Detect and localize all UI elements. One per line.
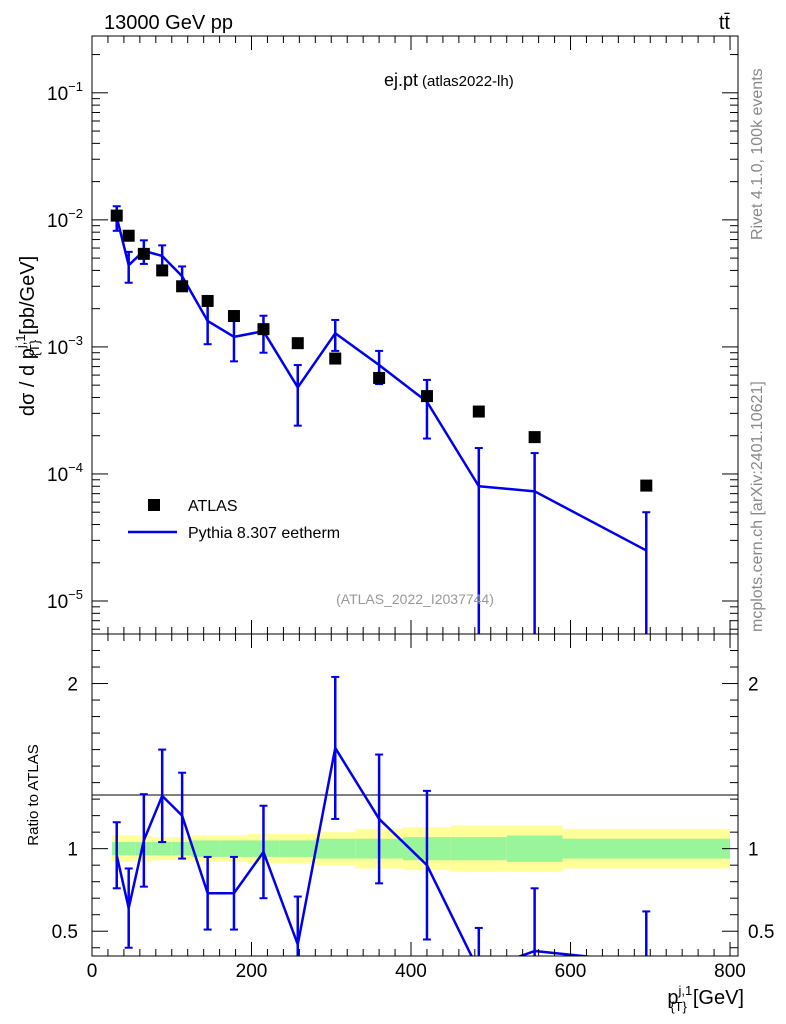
- legend-data-marker: [148, 499, 160, 511]
- main-y-tick-label: 10−2: [47, 206, 83, 232]
- ratio-uncertainty-bands: [111, 825, 731, 872]
- main-y-tick-label: 10−4: [47, 460, 83, 486]
- svg-text:pj,1{T}[GeV]: pj,1 {T} [GeV]: [667, 983, 744, 1014]
- data-point: [291, 337, 304, 350]
- data-point: [122, 229, 135, 242]
- mc-series-ratio: [112, 675, 651, 956]
- legend-mc-label: Pythia 8.307 eetherm: [188, 525, 340, 542]
- data-point: [329, 352, 342, 365]
- data-point: [420, 390, 433, 403]
- main-ylabel-sup: j,1: [13, 334, 28, 349]
- ratio-frame: [91, 633, 739, 957]
- x-axis-label: pj,1 {T} [GeV]: [667, 983, 744, 1014]
- data-point: [373, 371, 386, 384]
- data-point: [201, 294, 214, 307]
- ratio-band-inner: [279, 840, 316, 857]
- rivet-label: Rivet 4.1.0, 100k events: [749, 68, 766, 240]
- data-point: [257, 323, 270, 336]
- mc-ratio-clipped: [112, 675, 651, 956]
- ratio-axis-ticks: [91, 633, 738, 956]
- x-tick-labels: 0 200 400 600 800: [87, 961, 746, 982]
- process-label: tt̄: [719, 12, 731, 34]
- x-label-units: [GeV]: [693, 987, 744, 1009]
- ratio-y-tick-label-left: 0.5: [52, 922, 78, 943]
- ratio-y-tick-label-left: 2: [67, 675, 78, 696]
- data-point: [110, 209, 123, 222]
- ratio-panel: 0.5 0.5 1 1 2 2 Ratio to ATLAS: [25, 633, 775, 957]
- ratio-y-tick-label-right: 2: [748, 675, 759, 696]
- x-tick-label: 800: [714, 961, 746, 982]
- main-ylabel-base: dσ / d p: [17, 348, 39, 416]
- x-label-base: p: [667, 987, 678, 1009]
- data-point: [227, 310, 240, 323]
- ratio-band-inner: [191, 840, 220, 857]
- svg-text:dσ / d pj,1{T}[pb/GeV]: dσ / d pj,1{T} [pb/GeV]: [13, 256, 42, 416]
- x-tick-label: 600: [555, 961, 587, 982]
- ratio-band-inner: [315, 838, 356, 859]
- plot-title: ej.pt: [384, 70, 418, 90]
- legend-data-label: ATLAS: [188, 498, 238, 515]
- main-y-axis-label: dσ / d pj,1{T} [pb/GeV]: [13, 256, 42, 416]
- main-y-tick-labels: 10−1 10−2 10−3 10−4 10−5: [47, 79, 83, 613]
- ratio-band-inner: [219, 840, 248, 857]
- x-tick-label: 200: [236, 961, 268, 982]
- energy-label: 13000 GeV pp: [104, 12, 233, 34]
- data-series-main: [110, 209, 653, 492]
- x-label-sub: {T}: [670, 999, 687, 1014]
- ratio-band-inner: [450, 837, 507, 861]
- data-point: [176, 280, 189, 293]
- plot-title-sub: (atlas2022-lh): [422, 73, 514, 90]
- ratio-y-tick-label-right: 0.5: [748, 922, 774, 943]
- legend: ATLAS Pythia 8.307 eetherm: [128, 498, 340, 542]
- x-tick-label: 0: [87, 961, 98, 982]
- ratio-band-inner: [506, 835, 563, 862]
- analysis-id: (ATLAS_2022_I2037744): [336, 591, 494, 607]
- ratio-y-axis-label: Ratio to ATLAS: [25, 744, 42, 845]
- ratio-band-inner: [151, 842, 172, 856]
- ratio-band-inner: [562, 838, 731, 859]
- ratio-band-inner: [121, 842, 136, 856]
- main-frame: [91, 35, 739, 635]
- x-label-sup: j,1: [678, 983, 693, 998]
- data-point: [137, 247, 150, 260]
- ratio-y-tick-label-right: 1: [748, 840, 759, 861]
- mcplots-label: mcplots.cern.ch [arXiv:2401.10621]: [749, 381, 766, 632]
- main-axis-ticks: [91, 36, 738, 634]
- ratio-y-tick-labels: 0.5 0.5 1 1 2 2: [52, 675, 775, 944]
- ratio-y-tick-label-left: 1: [67, 840, 78, 861]
- data-point: [472, 405, 485, 418]
- main-ylabel-units: [pb/GeV]: [17, 256, 39, 335]
- main-y-tick-label: 10−5: [47, 587, 83, 613]
- main-y-tick-label: 10−3: [47, 333, 83, 359]
- mc-series-main: [112, 205, 651, 634]
- main-panel: 10−1 10−2 10−3 10−4 10−5 ej.pt (atlas2022-lh…: [13, 35, 739, 635]
- main-ylabel-sub: {T}: [27, 339, 42, 356]
- data-point: [528, 431, 541, 444]
- x-tick-label: 400: [395, 961, 427, 982]
- data-point: [156, 264, 169, 277]
- data-point: [640, 479, 653, 492]
- main-y-tick-label: 10−1: [47, 79, 83, 105]
